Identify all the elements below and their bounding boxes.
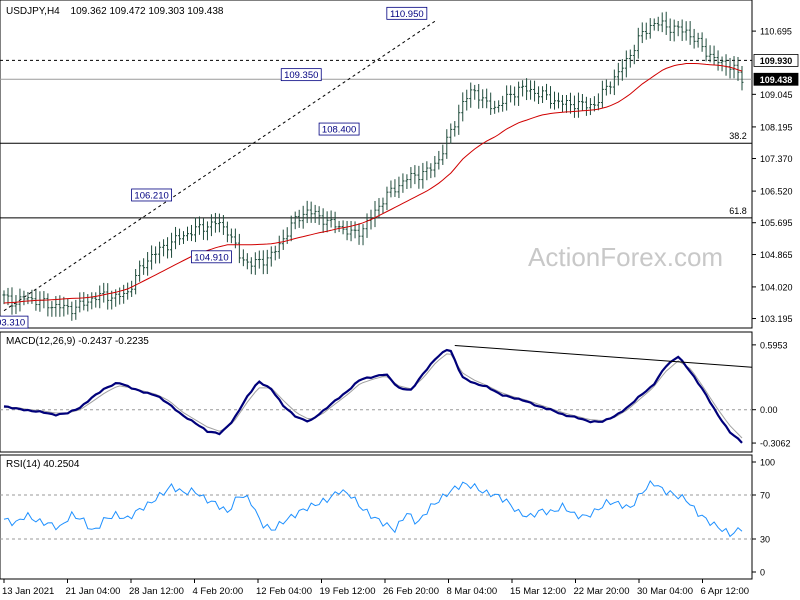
time-tick-label: 26 Feb 20:00 [383, 586, 439, 597]
swing-label: 109.350 [284, 70, 318, 81]
macd-axis-ticks: 0.5953 0.00 -0.3062 [752, 340, 791, 449]
price-tick-label: 110.695 [760, 27, 792, 37]
fib-level-label: 61.8 [729, 206, 747, 216]
level-price-box [753, 54, 799, 67]
price-tick-label: 108.195 [760, 122, 793, 132]
time-tick-label: 6 Apr 12:00 [701, 586, 750, 597]
level-price-label: 109.930 [760, 56, 793, 66]
swing-label-box [386, 6, 428, 20]
price-tick-label: 103.195 [760, 314, 793, 324]
swing-label: 106.210 [134, 190, 168, 201]
rsi-tick-label: 0 [760, 568, 765, 578]
watermark: ActionForex.com [528, 242, 723, 272]
swing-label-box [0, 315, 29, 329]
ma-path [3, 63, 743, 304]
macd-signal-line [4, 353, 743, 439]
time-axis: 13 Jan 2021 21 Jan 04:00 28 Jan 12:00 4 Feb… [2, 579, 749, 597]
time-tick-label: 28 Jan 12:00 [129, 586, 184, 597]
price-annotations: 103.310 106.210 104.910 109.350 108.400 110.9… [0, 6, 428, 329]
swing-label: 108.400 [322, 125, 356, 136]
trend-line [3, 20, 436, 312]
macd-trend-line [454, 344, 753, 368]
swing-label: 103.310 [0, 318, 25, 329]
rsi-plot [0, 479, 752, 540]
time-tick-label: 21 Jan 04:00 [66, 586, 121, 597]
fib-level-label: 38.2 [729, 131, 747, 141]
macd-header: MACD(12,26,9) -0.2437 -0.2235 [6, 336, 149, 347]
rsi-header: RSI(14) 40.2504 [6, 459, 80, 470]
price-candles [2, 11, 744, 321]
rsi-line [3, 479, 743, 538]
macd-tick-label: 0.00 [760, 405, 778, 415]
rsi-tick-label: 100 [760, 458, 775, 468]
price-panel [0, 0, 753, 329]
symbol-header: USDJPY,H4 109.362 109.472 109.303 109.43… [6, 6, 224, 17]
price-tick-label: 106.520 [760, 187, 793, 197]
time-tick-label: 13 Jan 2021 [2, 586, 54, 597]
price-tick-label: 104.865 [760, 250, 793, 260]
level-price-box [753, 72, 799, 86]
macd-tick-label: 0.5953 [760, 340, 788, 350]
macd-plot [0, 344, 753, 444]
swing-label-box [280, 68, 322, 82]
price-tick-label: 109.045 [760, 90, 793, 100]
time-tick-label: 15 Mar 12:00 [510, 586, 566, 597]
price-trendline [3, 20, 436, 312]
macd-tick-label: -0.3062 [760, 439, 791, 449]
swing-label: 104.910 [194, 252, 228, 263]
swing-label-box [191, 250, 232, 264]
time-tick-label: 30 Mar 04:00 [637, 586, 693, 597]
moving-average-line [3, 63, 743, 304]
price-axis-ticks: 110.695 109.045 108.195 107.370 106.520 105.6… [752, 27, 793, 324]
rsi-tick-label: 70 [760, 491, 770, 501]
rsi-tick-label: 30 [760, 535, 770, 545]
price-tick-label: 104.020 [760, 282, 793, 292]
level-price-label: 109.438 [760, 75, 793, 85]
macd-panel [0, 331, 753, 453]
price-tick-label: 107.370 [760, 154, 793, 164]
time-tick-label: 22 Mar 20:00 [574, 586, 630, 597]
ohlc-values: 109.362 109.472 109.303 109.438 [71, 6, 224, 17]
swing-label-box [131, 188, 173, 202]
swing-label: 110.950 [390, 9, 424, 20]
rsi-axis-ticks: 100 70 30 0 [752, 458, 775, 578]
time-tick-label: 19 Feb 12:00 [320, 586, 376, 597]
time-tick-label: 12 Feb 04:00 [256, 586, 312, 597]
macd-line [3, 348, 743, 444]
time-tick-label: 8 Mar 04:00 [447, 586, 498, 597]
symbol-label: USDJPY,H4 [6, 6, 60, 17]
swing-label-box [318, 122, 360, 136]
time-tick-label: 4 Feb 20:00 [193, 586, 244, 597]
price-tick-label: 105.695 [760, 218, 793, 228]
